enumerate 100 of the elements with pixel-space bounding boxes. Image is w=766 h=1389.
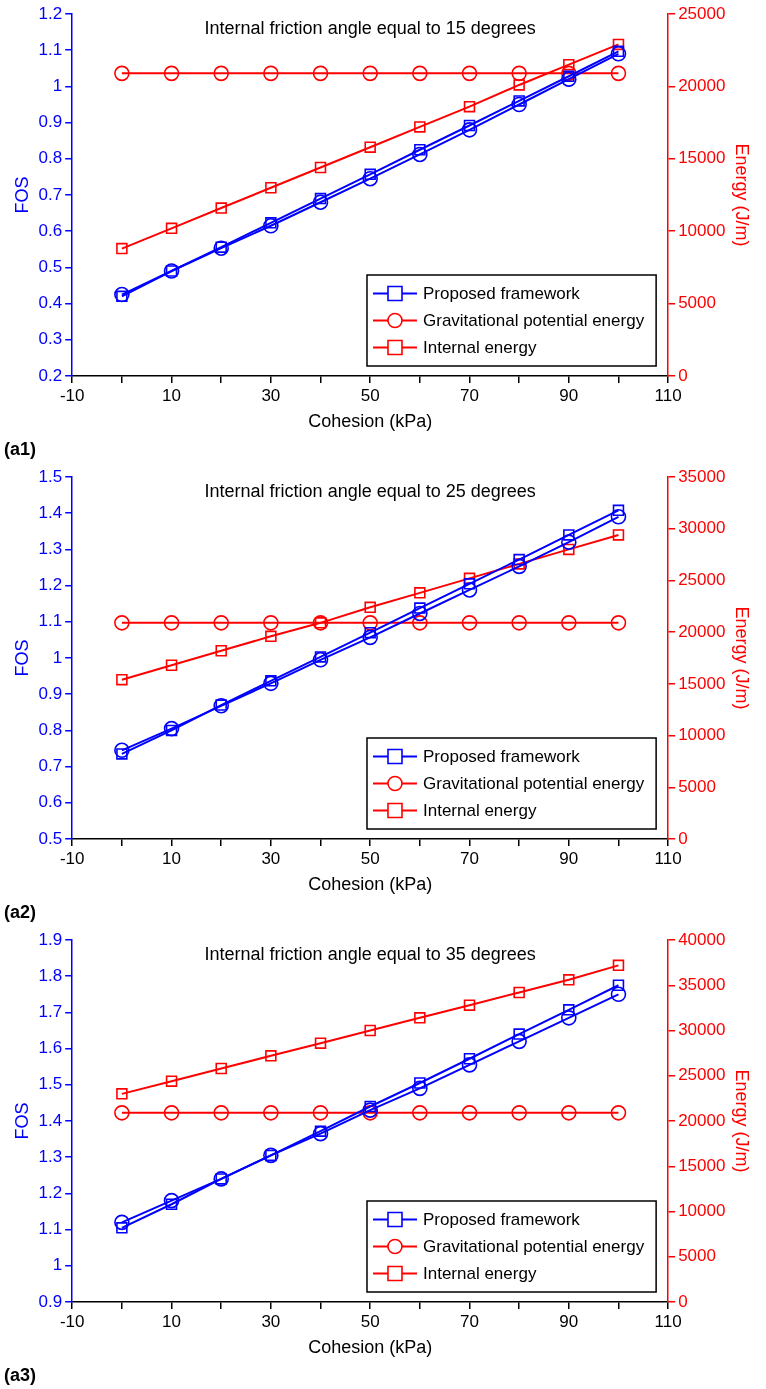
legend-label: Internal energy — [422, 1264, 537, 1284]
y2-tick-label: 20000 — [678, 76, 726, 96]
y2-tick-label: 30000 — [678, 518, 726, 538]
legend-label: Internal energy — [422, 801, 537, 821]
x-tick-label: 110 — [654, 385, 682, 405]
y-tick-label: 0.6 — [38, 792, 63, 812]
y2-tick-label: 35000 — [678, 974, 726, 994]
y-tick-label: 1.2 — [38, 1183, 63, 1203]
x-tick-label: 110 — [654, 848, 682, 868]
x-tick-label: 30 — [261, 1311, 281, 1331]
y-axis-title: FOS — [11, 176, 32, 214]
x-tick-label: 70 — [460, 1311, 479, 1331]
y-tick-label: 0.9 — [38, 683, 63, 703]
y-tick-label: 1 — [52, 76, 63, 96]
y2-tick-label: 0 — [678, 1291, 688, 1311]
legend-label: Gravitational potential energy — [422, 1237, 645, 1257]
y2-tick-label: 20000 — [678, 1110, 726, 1130]
y2-axis-title: Energy (J/m) — [732, 143, 753, 247]
y2-tick-label: 15000 — [678, 148, 726, 168]
x-tick-label: 50 — [360, 1311, 380, 1331]
legend-label: Proposed framework — [422, 284, 581, 304]
y-tick-label: 1 — [52, 647, 63, 667]
y-tick-label: 0.2 — [38, 365, 63, 385]
y2-tick-label: 10000 — [678, 1201, 726, 1221]
x-tick-label: -10 — [59, 385, 85, 405]
y-tick-label: 1.2 — [38, 575, 63, 595]
y2-tick-label: 5000 — [678, 293, 716, 313]
y2-axis-title: Energy (J/m) — [732, 1069, 753, 1173]
chart-title: Internal friction angle equal to 35 degrees — [204, 943, 536, 964]
x-tick-label: 110 — [654, 1311, 682, 1331]
y-tick-label: 0.7 — [38, 756, 63, 776]
y2-tick-label: 20000 — [678, 621, 726, 641]
text: (a1) — [4, 438, 37, 459]
y2-tick-label: 0 — [678, 365, 688, 385]
legend-label: Proposed framework — [422, 747, 581, 767]
y2-tick-label: 10000 — [678, 220, 726, 240]
y2-tick-label: 15000 — [678, 673, 726, 693]
legend-label: Proposed framework — [422, 1210, 581, 1230]
x-tick-label: 10 — [162, 1311, 182, 1331]
y-tick-label: 1.7 — [38, 1002, 63, 1022]
text: (a2) — [4, 901, 37, 922]
y2-axis-title: Energy (J/m) — [732, 606, 753, 710]
y2-tick-label: 15000 — [678, 1155, 726, 1175]
y-tick-label: 1.5 — [38, 1074, 63, 1094]
y-tick-label: 0.9 — [38, 1291, 63, 1311]
y-tick-label: 1.3 — [38, 1146, 63, 1166]
y-tick-label: 1.1 — [38, 39, 63, 59]
y-tick-label: 0.6 — [38, 220, 63, 240]
text: (a3) — [4, 1364, 37, 1385]
y2-tick-label: 10000 — [678, 725, 726, 745]
x-axis-title: Cohesion (kPa) — [308, 411, 433, 432]
y-tick-label: 1.5 — [38, 466, 63, 486]
y2-tick-label: 0 — [678, 828, 688, 848]
y-axis-title: FOS — [11, 1102, 32, 1140]
y-tick-label: 0.5 — [38, 828, 63, 848]
y-tick-label: 1.3 — [38, 539, 63, 559]
y2-tick-label: 40000 — [678, 929, 726, 949]
x-tick-label: 70 — [460, 385, 479, 405]
y-tick-label: 1.8 — [38, 965, 63, 985]
x-tick-label: 50 — [360, 848, 380, 868]
y-tick-label: 0.4 — [38, 293, 63, 313]
y2-tick-label: 35000 — [678, 466, 726, 486]
y-tick-label: 0.9 — [38, 112, 63, 132]
x-tick-label: 30 — [261, 848, 281, 868]
x-tick-label: 10 — [162, 848, 182, 868]
y-tick-label: 1 — [52, 1255, 63, 1275]
y-tick-label: 0.7 — [38, 184, 63, 204]
x-tick-label: 90 — [559, 385, 579, 405]
y-tick-label: 0.8 — [38, 148, 63, 168]
x-tick-label: 90 — [559, 1311, 579, 1331]
x-tick-label: 90 — [559, 848, 579, 868]
x-tick-label: -10 — [59, 1311, 85, 1331]
y-tick-label: 1.6 — [38, 1038, 63, 1058]
y-tick-label: 1.2 — [38, 3, 63, 23]
legend-label: Internal energy — [422, 338, 537, 358]
x-axis-title: Cohesion (kPa) — [308, 874, 433, 895]
y-tick-label: 1.4 — [38, 1110, 63, 1130]
legend-label: Gravitational potential energy — [422, 311, 645, 331]
y2-tick-label: 25000 — [678, 3, 726, 23]
y-axis-title: FOS — [11, 639, 32, 677]
y2-tick-label: 25000 — [678, 570, 726, 590]
x-tick-label: 50 — [360, 385, 380, 405]
x-tick-label: 30 — [261, 385, 281, 405]
x-tick-label: -10 — [59, 848, 85, 868]
y-tick-label: 0.8 — [38, 720, 63, 740]
y-tick-label: 1.1 — [38, 1219, 63, 1239]
y-tick-label: 1.1 — [38, 611, 63, 631]
x-axis-title: Cohesion (kPa) — [308, 1337, 433, 1358]
y-tick-label: 0.3 — [38, 329, 63, 349]
y-tick-label: 1.9 — [38, 929, 63, 949]
y-tick-label: 1.4 — [38, 502, 63, 522]
chart-title: Internal friction angle equal to 15 degrees — [204, 17, 536, 38]
y2-tick-label: 5000 — [678, 1246, 716, 1266]
y2-tick-label: 5000 — [678, 776, 716, 796]
legend-label: Gravitational potential energy — [422, 774, 645, 794]
y2-tick-label: 30000 — [678, 1020, 726, 1040]
y-tick-label: 0.5 — [38, 257, 63, 277]
x-tick-label: 70 — [460, 848, 479, 868]
y2-tick-label: 25000 — [678, 1065, 726, 1085]
x-tick-label: 10 — [162, 385, 182, 405]
